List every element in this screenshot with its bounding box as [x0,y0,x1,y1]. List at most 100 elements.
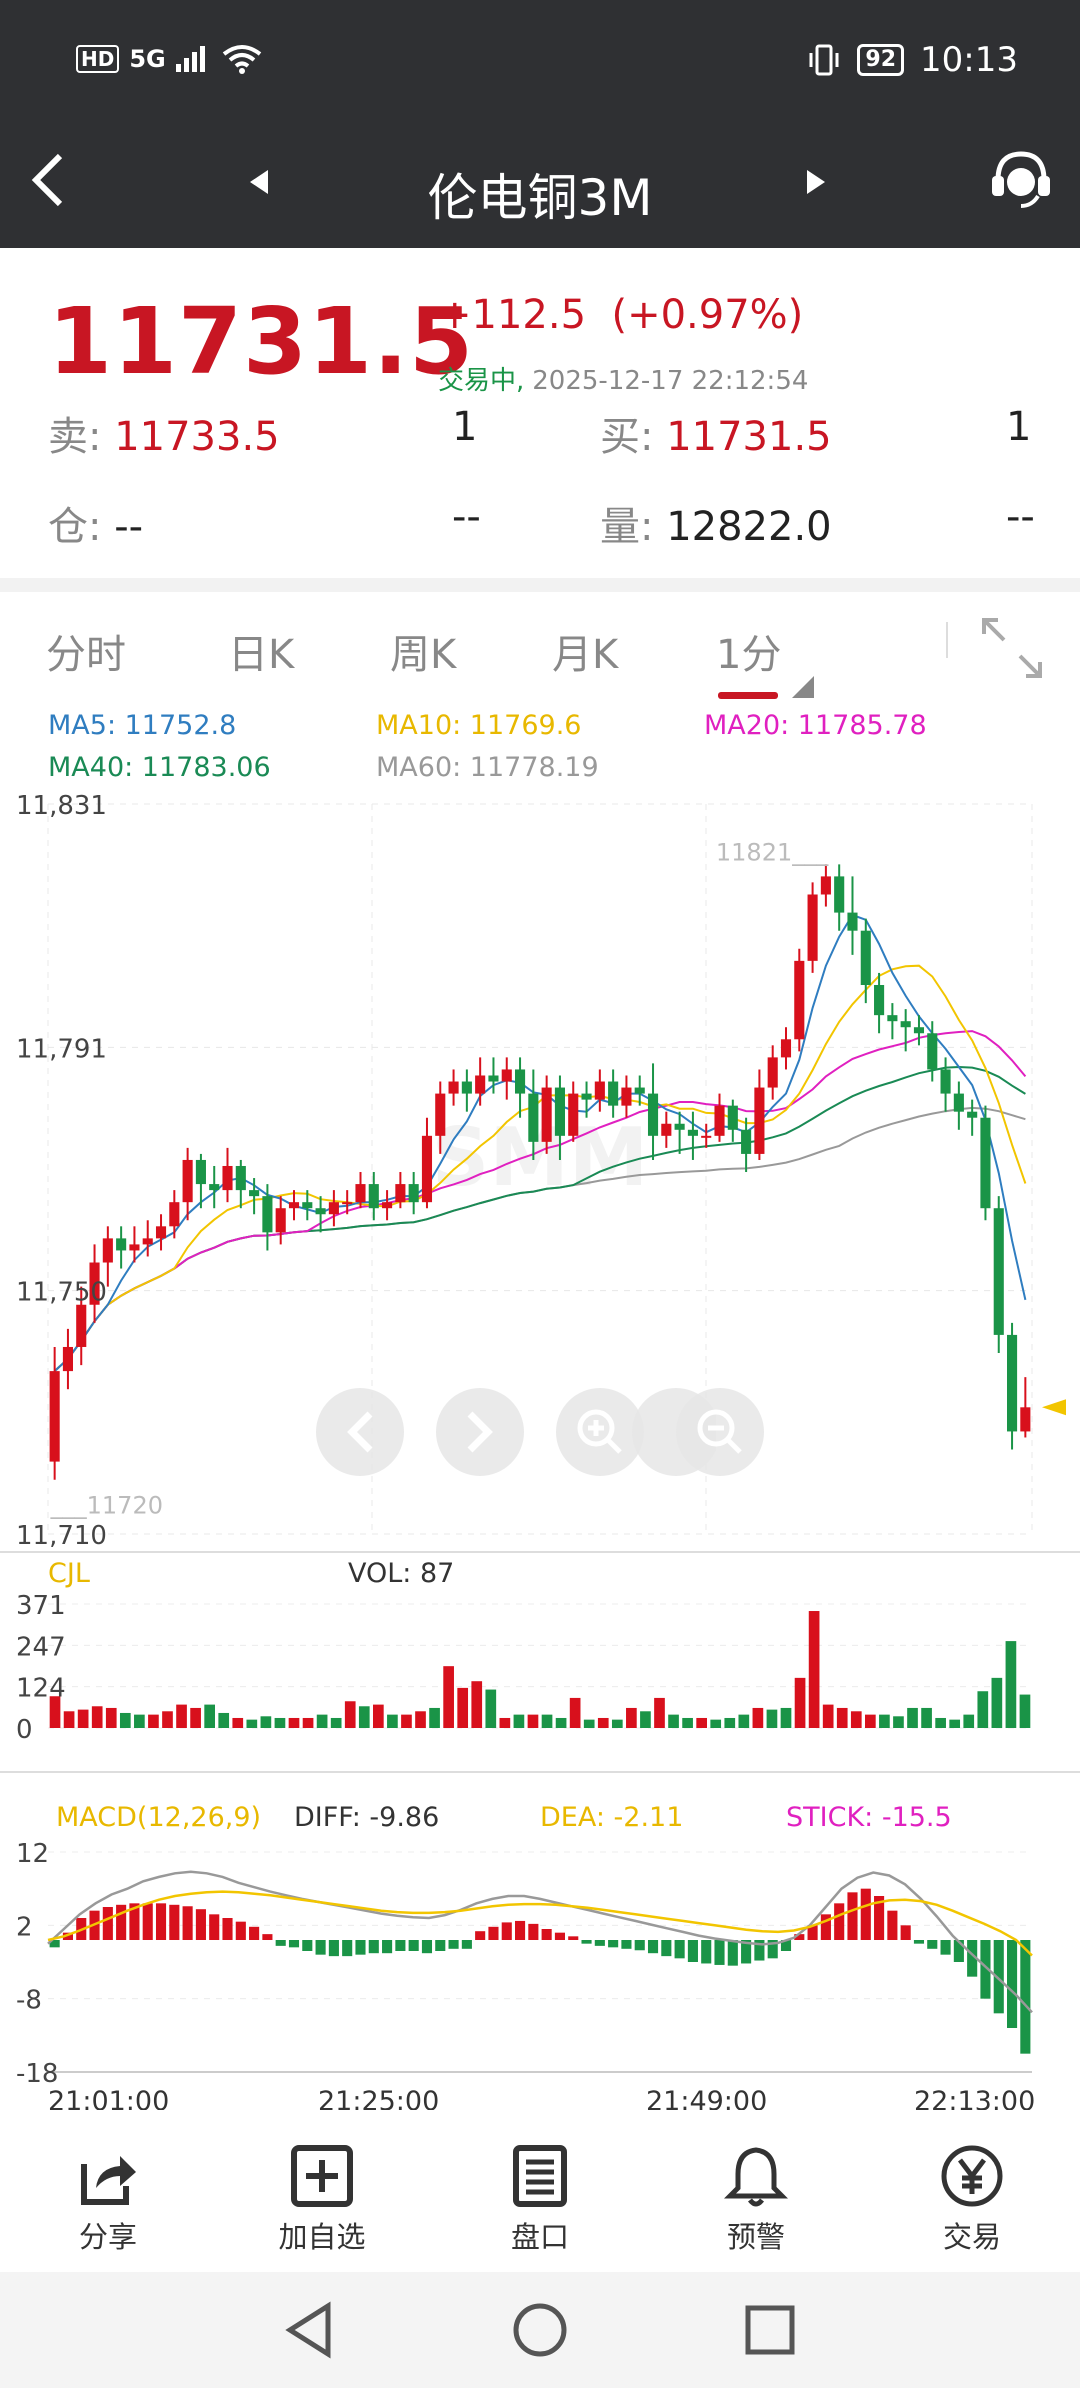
trade-status: 交易中, 2025-12-17 22:12:54 [438,360,808,397]
price-chart[interactable]: SMM 11,83111,79111,75011,71011821______1… [0,790,1080,2110]
candle-body [182,1159,193,1203]
period-dropdown-icon[interactable] [792,676,814,698]
volume-bar [260,1716,272,1728]
macd-dea: DEA: -2.11 [540,1802,683,1833]
volume-bar [626,1707,637,1728]
customer-service-icon[interactable] [988,146,1054,212]
ma20-legend: MA20: 11785.78 [704,710,927,741]
candle-body [435,1093,446,1136]
volume-bar [162,1711,173,1728]
macd-histogram-bar [674,1940,685,1959]
macd-histogram-bar [262,1934,273,1940]
nav-recents-icon[interactable] [740,2300,800,2360]
macd-stick: STICK: -15.5 [786,1802,952,1833]
trade-status-label: 交易中, [438,366,525,396]
time-x-tick: 22:13:00 [914,2086,1035,2110]
volume-bar [597,1717,609,1728]
oi-change: -- [452,494,481,540]
volume-bar [569,1697,581,1728]
trade-label: 交易 [942,2220,1001,2254]
macd-histogram-bar [727,1940,738,1966]
macd-histogram-bar [661,1940,672,1957]
macd-histogram-bar [435,1940,446,1951]
chevron-left-icon [347,1411,373,1453]
candle-body [860,930,871,985]
macd-histogram-bar [940,1940,951,1955]
macd-histogram-bar [249,1926,260,1940]
nav-back-icon[interactable] [280,2300,340,2360]
candle-body [368,1184,379,1209]
pan-left-button[interactable] [316,1388,404,1476]
candle-body [475,1075,486,1094]
vol-y-tick: 0 [16,1715,33,1745]
k-y-tick: 11,710 [16,1521,107,1551]
next-contract-icon[interactable] [805,168,827,196]
tab-1min[interactable]: 1分 [716,632,782,678]
volume-bar [330,1717,342,1728]
tab-divider [946,622,948,658]
fullscreen-icon[interactable] [980,616,1044,680]
candle-body [116,1238,127,1251]
volume-title: CJL [48,1558,90,1589]
trade-button[interactable]: 交易 [912,2144,1032,2256]
status-right: 92 10:13 [807,40,1018,80]
top-bar: 伦电铜3M [0,128,1080,248]
macd-histogram-bar [315,1940,326,1955]
macd-histogram-bar [142,1903,153,1940]
volume-bar [401,1714,412,1728]
page-title: 伦电铜3M [427,169,653,227]
order-book-button[interactable]: 盘口 [480,2144,600,2256]
macd-histogram-bar [581,1940,592,1944]
candle-body [262,1196,273,1233]
pan-right-button[interactable] [436,1388,524,1476]
nav-home-icon[interactable] [510,2300,570,2360]
candle-body [76,1304,87,1347]
macd-diff: DIFF: -9.86 [294,1802,439,1833]
macd-histogram-bar [874,1896,885,1940]
volume-bar [232,1717,244,1728]
alert-button[interactable]: 预警 [696,2144,816,2256]
candle-body [581,1093,592,1100]
volume-bar [358,1706,370,1728]
candle-body [701,1135,712,1138]
tab-monthly-k[interactable]: 月K [552,632,619,678]
candle-body [993,1208,1004,1335]
time-x-tick: 21:01:00 [48,2086,169,2110]
volume-bar [288,1717,300,1728]
candle-body [820,876,831,895]
volume-row: 量: 12822.0 [600,494,832,552]
volume-bar [471,1681,483,1728]
chevron-right-icon [467,1411,493,1453]
candle-body [900,1021,911,1028]
tab-weekly-k[interactable]: 周K [390,632,457,678]
macd-histogram-bar [687,1940,698,1962]
time-x-tick: 21:49:00 [646,2086,767,2110]
candle-body [1020,1407,1031,1432]
wifi-icon [222,45,261,74]
volume-bar [429,1707,440,1728]
bid-row: 买: 11731.5 [600,404,832,462]
previous-contract-icon[interactable] [248,168,270,196]
back-icon[interactable] [28,150,68,210]
zoom-in-button[interactable] [556,1388,644,1476]
volume-bar [766,1709,778,1728]
candle-body [249,1190,260,1197]
quote-panel: 11731.5 +112.5 (+0.97%) 交易中, 2025-12-17 2… [0,248,1080,578]
last-price-arrow-icon [1042,1399,1066,1416]
volume-bar [738,1714,750,1728]
macd-histogram-bar [741,1940,752,1964]
macd-histogram-bar [488,1926,499,1940]
tab-daily-k[interactable]: 日K [228,632,295,678]
volume-bar [457,1687,469,1728]
macd-histogram-bar [780,1940,792,1951]
candle-body [102,1238,113,1263]
volume-bar [752,1707,764,1728]
macd-histogram-bar [475,1931,486,1940]
share-button[interactable]: 分享 [48,2144,168,2256]
candle-body [741,1129,752,1154]
add-favorite-button[interactable]: 加自选 [262,2144,382,2256]
candle-body [501,1069,512,1082]
tab-intraday[interactable]: 分时 [46,632,126,678]
zoom-out-control[interactable] [676,1388,766,1478]
chart-controls [316,1388,716,1476]
